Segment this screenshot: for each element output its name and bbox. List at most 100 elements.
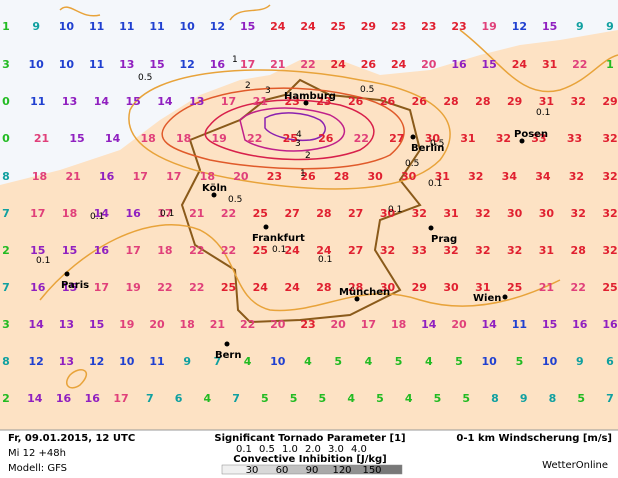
shear-value: 5 bbox=[334, 355, 342, 368]
shear-value: 30 bbox=[539, 207, 555, 220]
shear-value: 14 bbox=[94, 207, 110, 220]
contour-label: 2 bbox=[245, 81, 251, 91]
shear-value: 10 bbox=[180, 20, 196, 33]
shear-value: 30 bbox=[380, 207, 396, 220]
shear-value: 9 bbox=[576, 20, 584, 33]
shear-value: 20 bbox=[421, 58, 437, 71]
shear-value: 18 bbox=[32, 170, 47, 183]
shear-value: 15 bbox=[89, 318, 104, 331]
shear-value: 4 bbox=[304, 355, 312, 368]
stp-level: 1.0 bbox=[282, 444, 298, 455]
shear-value: 24 bbox=[512, 58, 528, 71]
shear-value: 5 bbox=[395, 355, 403, 368]
shear-value: 9 bbox=[606, 20, 614, 33]
stp-level: 0.5 bbox=[259, 444, 275, 455]
shear-value: 17 bbox=[157, 207, 172, 220]
shear-value: 14 bbox=[94, 95, 110, 108]
shear-value: 27 bbox=[389, 132, 404, 145]
shear-value: 12 bbox=[29, 355, 44, 368]
shear-value: 22 bbox=[572, 58, 587, 71]
city-label: Köln bbox=[202, 183, 227, 194]
shear-value: 32 bbox=[443, 244, 458, 257]
shear-value: 31 bbox=[435, 170, 450, 183]
shear-value: 17 bbox=[113, 392, 128, 405]
shear-value: 15 bbox=[542, 318, 557, 331]
shear-value: 21 bbox=[65, 170, 80, 183]
contour-label: 1 bbox=[300, 169, 306, 179]
shear-value: 20 bbox=[331, 318, 347, 331]
shear-value: 23 bbox=[267, 170, 282, 183]
contour-label: 2 bbox=[305, 151, 311, 161]
shear-value: 4 bbox=[425, 355, 433, 368]
shear-value: 5 bbox=[290, 392, 298, 405]
shear-value: 6 bbox=[175, 392, 183, 405]
city-dot bbox=[519, 138, 525, 144]
contour-label: 0.1 bbox=[388, 205, 402, 215]
shear-value: 15 bbox=[69, 132, 84, 145]
shear-value: 25 bbox=[253, 207, 268, 220]
shear-value: 14 bbox=[482, 318, 498, 331]
shear-value: 16 bbox=[126, 207, 142, 220]
shear-value: 18 bbox=[200, 170, 215, 183]
shear-value: 32 bbox=[602, 132, 617, 145]
shear-value: 25 bbox=[331, 20, 346, 33]
shear-value: 32 bbox=[571, 95, 586, 108]
contour-label: 1 bbox=[232, 55, 238, 65]
shear-value: 23 bbox=[391, 20, 406, 33]
shear-value: 0 bbox=[2, 95, 10, 108]
shear-value: 34 bbox=[535, 170, 551, 183]
shear-title: 0-1 km Windscherung [m/s] bbox=[456, 433, 612, 444]
shear-value: 26 bbox=[318, 132, 334, 145]
shear-value: 24 bbox=[284, 281, 300, 294]
city-label: Paris bbox=[61, 280, 89, 291]
shear-value: 24 bbox=[391, 58, 407, 71]
shear-value: 12 bbox=[210, 20, 225, 33]
contour-label: 3 bbox=[295, 139, 301, 149]
shear-value: 16 bbox=[30, 281, 46, 294]
shear-value: 22 bbox=[571, 281, 586, 294]
shear-value: 21 bbox=[539, 281, 554, 294]
shear-value: 15 bbox=[62, 281, 77, 294]
shear-value: 4 bbox=[405, 392, 413, 405]
shear-value: 1 bbox=[606, 58, 614, 71]
shear-value: 20 bbox=[233, 170, 249, 183]
contour-label: 0.1 bbox=[318, 255, 332, 265]
shear-value: 9 bbox=[576, 355, 584, 368]
model: Modell: GFS bbox=[8, 463, 67, 474]
stp-level: 0.1 bbox=[236, 444, 252, 455]
cin-level: 90 bbox=[306, 465, 319, 476]
shear-value: 5 bbox=[455, 355, 463, 368]
shear-value: 30 bbox=[401, 170, 417, 183]
shear-value: 31 bbox=[542, 58, 557, 71]
shear-value: 16 bbox=[94, 244, 110, 257]
shear-value: 15 bbox=[149, 58, 164, 71]
shear-value: 5 bbox=[319, 392, 327, 405]
shear-value: 32 bbox=[602, 207, 617, 220]
shear-value: 30 bbox=[367, 170, 383, 183]
city-label: Posen bbox=[514, 129, 548, 140]
shear-value: 28 bbox=[316, 207, 331, 220]
shear-value: 30 bbox=[380, 281, 396, 294]
city-dot bbox=[428, 225, 434, 231]
shear-value: 4 bbox=[347, 392, 355, 405]
shear-value: 13 bbox=[189, 95, 204, 108]
cin-swatch bbox=[371, 464, 403, 475]
shear-value: 18 bbox=[180, 318, 195, 331]
stp-title: Significant Tornado Parameter [1] bbox=[214, 433, 405, 444]
shear-value: 2 bbox=[2, 392, 10, 405]
contour-label: 0.5 bbox=[360, 85, 374, 95]
shear-value: 32 bbox=[569, 170, 584, 183]
shear-value: 5 bbox=[376, 392, 384, 405]
shear-value: 10 bbox=[542, 355, 558, 368]
shear-value: 22 bbox=[354, 132, 369, 145]
shear-value: 7 bbox=[214, 355, 222, 368]
shear-value: 25 bbox=[221, 281, 236, 294]
shear-value: 29 bbox=[602, 95, 617, 108]
shear-value: 33 bbox=[412, 244, 427, 257]
shear-value: 22 bbox=[189, 244, 204, 257]
shear-value: 32 bbox=[468, 170, 483, 183]
shear-value: 2 bbox=[2, 244, 10, 257]
shear-value: 30 bbox=[425, 132, 441, 145]
shear-value: 29 bbox=[361, 20, 376, 33]
shear-value: 24 bbox=[300, 20, 316, 33]
